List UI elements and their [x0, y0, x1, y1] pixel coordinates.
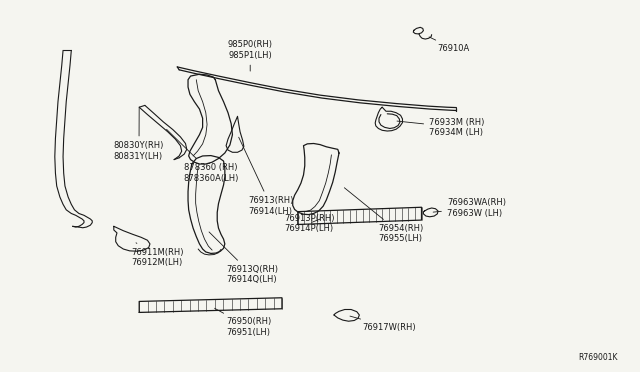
- Text: 76913P(RH)
76914P(LH): 76913P(RH) 76914P(LH): [284, 214, 334, 233]
- Text: 76933M (RH)
76934M (LH): 76933M (RH) 76934M (LH): [397, 118, 484, 137]
- Text: 76910A: 76910A: [429, 37, 470, 53]
- Text: 878360 (RH)
878360A(LH): 878360 (RH) 878360A(LH): [166, 129, 239, 183]
- Text: 76963WA(RH)
76963W (LH): 76963WA(RH) 76963W (LH): [433, 198, 506, 218]
- Text: 76917W(RH): 76917W(RH): [350, 316, 416, 331]
- Text: 76954(RH)
76955(LH): 76954(RH) 76955(LH): [344, 188, 424, 243]
- Text: 76950(RH)
76951(LH): 76950(RH) 76951(LH): [214, 308, 271, 337]
- Text: R769001K: R769001K: [579, 353, 618, 362]
- Text: 76913(RH)
76914(LH): 76913(RH) 76914(LH): [239, 137, 294, 216]
- Text: 76911M(RH)
76912M(LH): 76911M(RH) 76912M(LH): [131, 243, 184, 267]
- Text: 76913Q(RH)
76914Q(LH): 76913Q(RH) 76914Q(LH): [209, 232, 278, 284]
- Text: 80830Y(RH)
80831Y(LH): 80830Y(RH) 80831Y(LH): [114, 108, 164, 161]
- Text: 985P0(RH)
985P1(LH): 985P0(RH) 985P1(LH): [228, 40, 273, 71]
